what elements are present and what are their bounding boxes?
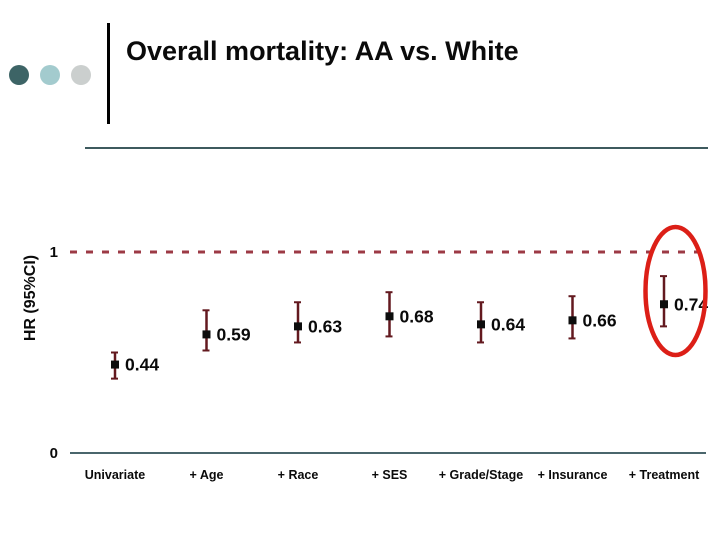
data-point-marker	[294, 322, 302, 331]
highlight-ellipse	[643, 224, 708, 358]
category-label: + Grade/Stage	[439, 468, 523, 482]
data-point-group: 0.44 Univariate	[85, 351, 159, 482]
category-label: Univariate	[85, 468, 145, 482]
data-point-group: 0.59 + Age	[190, 309, 251, 482]
y-tick-label: 1	[50, 244, 58, 261]
data-point-group: 0.66 + Insurance	[538, 295, 617, 482]
data-point-marker	[202, 330, 211, 339]
category-label: + Insurance	[538, 468, 608, 482]
data-point-marker	[660, 300, 668, 309]
data-point-group: 0.64 + Grade/Stage	[439, 301, 525, 482]
slide-bullets	[9, 65, 91, 85]
bullet-dot-gray-icon	[71, 65, 91, 85]
data-point-marker	[111, 360, 119, 369]
data-point-marker	[477, 320, 485, 329]
data-point-group: 0.74 + Treatment	[629, 275, 708, 482]
value-label: 0.59	[217, 324, 251, 344]
category-label: + Race	[278, 468, 319, 482]
category-label: + Treatment	[629, 468, 700, 482]
category-label: + SES	[372, 468, 408, 482]
value-label: 0.68	[400, 306, 434, 326]
value-label: 0.64	[491, 314, 525, 334]
bullet-dot-teal-icon	[40, 65, 60, 85]
category-label: + Age	[190, 468, 224, 482]
value-label: 0.44	[125, 355, 159, 375]
value-label: 0.66	[583, 310, 617, 330]
data-point-marker	[385, 312, 394, 321]
bullet-dot-dark-icon	[9, 65, 29, 85]
y-tick-label: 0	[50, 445, 58, 462]
data-point-group: 0.68 + SES	[372, 291, 434, 482]
title-divider-vertical	[107, 23, 110, 124]
slide-title: Overall mortality: AA vs. White	[126, 36, 519, 66]
value-label: 0.74	[674, 294, 708, 314]
title-divider-horizontal	[85, 147, 708, 149]
data-point-group: 0.63 + Race	[278, 301, 342, 482]
data-point-marker	[568, 316, 577, 325]
value-label: 0.63	[308, 316, 342, 336]
